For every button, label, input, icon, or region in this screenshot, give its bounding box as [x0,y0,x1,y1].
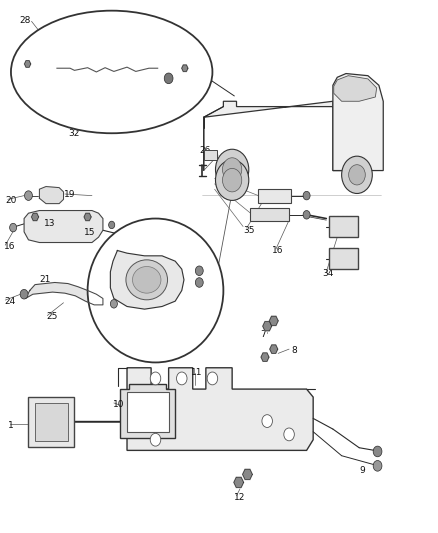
Ellipse shape [88,219,223,362]
Ellipse shape [11,11,212,133]
Text: 20: 20 [5,196,17,205]
Polygon shape [269,316,278,326]
Circle shape [195,266,203,276]
Polygon shape [35,403,68,441]
Text: 32: 32 [68,129,79,138]
Polygon shape [25,282,103,305]
Polygon shape [39,187,64,204]
Text: 9: 9 [359,466,365,474]
Text: 1: 1 [125,314,131,323]
Polygon shape [270,345,278,353]
Text: 27: 27 [91,285,102,293]
Polygon shape [127,368,313,450]
Text: 24: 24 [4,297,16,305]
Text: 25: 25 [46,312,57,321]
Circle shape [207,372,218,385]
Circle shape [164,73,173,84]
Polygon shape [28,397,74,447]
Polygon shape [243,469,252,480]
Circle shape [109,221,115,229]
Circle shape [10,223,17,232]
Polygon shape [261,353,269,361]
Circle shape [195,278,203,287]
Circle shape [223,168,242,192]
Circle shape [223,158,242,181]
Circle shape [215,160,249,200]
Circle shape [177,372,187,385]
Circle shape [150,372,161,385]
Text: 28: 28 [20,16,31,25]
Polygon shape [120,384,175,438]
Bar [329,216,358,237]
Text: 13: 13 [44,219,55,228]
Circle shape [110,300,117,308]
Text: 11: 11 [191,368,202,376]
Text: 1: 1 [8,421,14,430]
Circle shape [303,191,310,200]
Bar [258,189,291,203]
Text: 16: 16 [4,243,16,251]
Text: 21: 21 [39,276,51,284]
Bar [204,150,217,160]
Circle shape [303,211,310,219]
Polygon shape [333,74,383,171]
Text: 3: 3 [185,248,191,257]
Polygon shape [24,211,103,243]
Ellipse shape [132,266,161,293]
Polygon shape [84,213,91,221]
Text: 16: 16 [272,246,283,255]
Text: 8: 8 [291,346,297,354]
Bar [250,208,289,221]
Circle shape [342,156,372,193]
Polygon shape [32,213,39,221]
Circle shape [20,289,28,299]
Text: 4: 4 [194,266,199,275]
Text: 7: 7 [261,330,266,338]
Bar [329,248,358,269]
Polygon shape [25,61,31,67]
Text: 10: 10 [113,400,124,408]
Circle shape [373,461,382,471]
Text: 19: 19 [64,190,76,198]
Circle shape [150,433,161,446]
Polygon shape [334,76,377,101]
Circle shape [349,165,365,185]
Polygon shape [182,65,188,71]
Text: 35: 35 [243,226,254,235]
Polygon shape [204,101,364,171]
Circle shape [262,415,272,427]
Circle shape [25,191,32,200]
Circle shape [284,428,294,441]
Circle shape [215,149,249,190]
Ellipse shape [126,260,168,300]
Text: 34: 34 [322,269,333,278]
Polygon shape [234,477,244,488]
Polygon shape [127,392,169,432]
Circle shape [373,446,382,457]
Polygon shape [110,251,184,309]
Text: 12: 12 [233,494,245,502]
Polygon shape [263,321,272,331]
Text: 26: 26 [199,146,211,155]
Text: 15: 15 [84,229,95,237]
